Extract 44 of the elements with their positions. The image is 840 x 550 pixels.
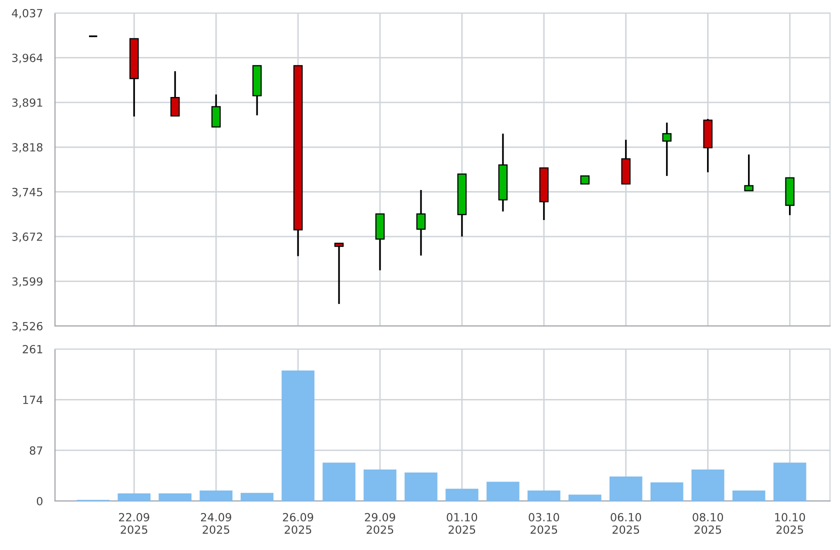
- y-tick-label: 3,891: [12, 98, 42, 108]
- y-tick-label: 87: [30, 446, 42, 455]
- y-tick-label: 261: [22, 344, 42, 354]
- x-tick-label: 01.10 2025: [446, 513, 478, 534]
- bar: [691, 470, 724, 501]
- x-tick-label: 10.10 2025: [775, 513, 806, 534]
- candlestick: [662, 122, 672, 177]
- bar: [200, 490, 232, 501]
- bar: [240, 492, 274, 501]
- bar: [282, 370, 314, 501]
- y-tick-label: 3,745: [12, 188, 42, 198]
- candlestick: [211, 94, 221, 128]
- candlestick: [416, 189, 426, 256]
- bar: [732, 490, 766, 501]
- x-tick-label: 24.09 2025: [200, 513, 232, 534]
- bar: [364, 470, 396, 501]
- bar: [773, 462, 806, 501]
- bar: [446, 488, 478, 501]
- bar: [404, 472, 438, 501]
- candlestick: [334, 242, 344, 305]
- bar: [650, 482, 684, 501]
- x-tick-label: 29.09 2025: [364, 513, 396, 534]
- y-tick-label: 0: [36, 496, 42, 506]
- y-tick-label: 3,818: [12, 143, 42, 153]
- y-tick-label: 174: [23, 396, 43, 404]
- candlestick: [744, 154, 754, 192]
- bar: [118, 493, 150, 501]
- candlestick: [170, 70, 180, 117]
- bar: [486, 482, 520, 501]
- bar: [322, 462, 356, 501]
- y-tick-label: 4,037: [12, 8, 42, 19]
- bar: [568, 494, 602, 501]
- x-tick-label: 06.10 2025: [610, 513, 642, 534]
- x-tick-label: 03.10 2025: [528, 513, 560, 534]
- y-tick-label: 3,599: [12, 277, 42, 287]
- bar: [610, 476, 642, 501]
- x-tick-label: 26.09 2025: [282, 513, 314, 534]
- y-tick-label: 3,964: [12, 54, 43, 64]
- bar: [528, 490, 560, 501]
- y-tick-label: 3,672: [12, 232, 42, 242]
- x-tick-label: 08.10 2025: [692, 513, 724, 534]
- x-tick-label: 22.09 2025: [119, 513, 150, 534]
- y-tick-label: 3,526: [12, 322, 42, 332]
- bar: [158, 493, 192, 501]
